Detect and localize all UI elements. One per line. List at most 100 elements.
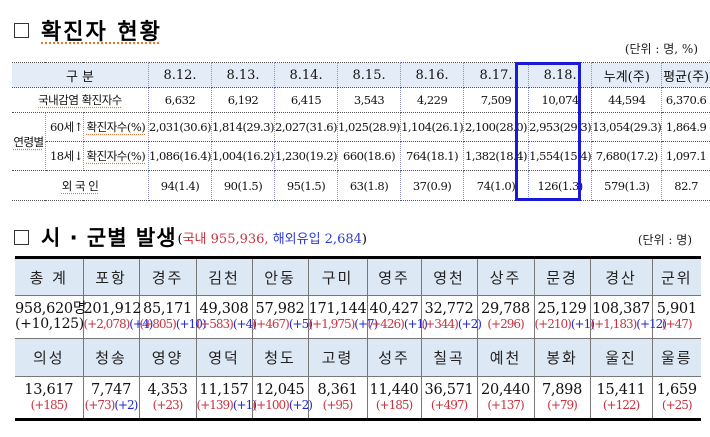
city-name: 영덕 <box>196 338 253 377</box>
new-count: (+497) <box>422 398 477 413</box>
header-date: 8.15. <box>337 62 402 88</box>
city-value-cell: 11,440 (+185) <box>367 376 422 420</box>
city-header-row-1: 총 계 포항 경주 김천 안동 구미 영주 영천 상주 문경 경산 군위 <box>15 257 701 296</box>
city-name: 의성 <box>15 338 84 377</box>
city-name: 고령 <box>308 338 368 377</box>
city-name: 영천 <box>421 257 478 296</box>
new-count: (+25) <box>653 398 702 413</box>
total-count: 36,571 <box>424 381 474 398</box>
row-group-label: 연령별 <box>12 112 46 171</box>
header-date: 8.13. <box>211 62 276 88</box>
city-name: 봉화 <box>534 338 591 377</box>
city-value-cell: 7,747 (+73)(+2) <box>83 376 140 420</box>
city-value-cell: 36,571 (+497) <box>421 376 478 420</box>
domestic-new-count: (+210) <box>534 317 572 331</box>
city-name: 울진 <box>590 338 653 377</box>
cell: 63(1.8) <box>337 170 402 201</box>
new-count: (+210)(+1) <box>534 317 595 332</box>
header-date: 8.16. <box>400 62 465 88</box>
city-value-cell: 85,171 (+805)(+10) <box>139 295 207 339</box>
row-label: 국내감염 확진자수 <box>12 87 149 113</box>
domestic-new-count: (+95) <box>322 397 354 412</box>
cell: 1,104(26.1) <box>400 112 465 142</box>
cell: 1,230(19.2) <box>274 141 339 171</box>
new-count: (+10,125) <box>15 317 84 332</box>
cell: 7,680(17.2) <box>591 141 663 171</box>
domestic-new-count: (+79) <box>547 397 578 412</box>
new-count: (+137) <box>478 398 534 413</box>
table-row-age18: 18세↓ 확진자수(%) 1,086(16.4) 1,004(16.2) 1,2… <box>12 141 710 171</box>
row-label: 확진자수(%) <box>83 112 150 142</box>
overseas-new-count: (+1) <box>232 397 257 412</box>
city-name: 청도 <box>252 338 309 377</box>
new-count: (+95) <box>309 398 367 413</box>
city-value-cell: 8,361 (+95) <box>308 376 368 420</box>
cell: 6,632 <box>148 87 213 113</box>
total-count: 7,747 <box>90 381 131 398</box>
city-value-cell: 32,772 (+344)(+2) <box>421 295 482 339</box>
new-count: (+1,975)(+7) <box>308 317 379 332</box>
city-name: 칠곡 <box>421 338 478 377</box>
row-label: 외 국 인 <box>12 170 149 201</box>
domestic-new-count: (+25) <box>661 397 693 412</box>
new-count: (+1,183)(+12) <box>591 317 667 332</box>
domestic-new-count: (+805) <box>139 317 177 331</box>
overseas-new-count: (+4) <box>232 317 257 331</box>
checkbox-icon <box>14 229 29 245</box>
cell: 13,054(29.3) <box>591 112 663 142</box>
city-cases-table: 총 계 포항 경주 김천 안동 구미 영주 영천 상주 문경 경산 군위 958,620명 (+10,1… <box>15 256 701 421</box>
overseas-new-count: (+2) <box>114 397 138 412</box>
header-date: 8.12. <box>148 62 213 88</box>
city-value-cell: 25,129 (+210)(+1) <box>534 295 595 339</box>
total-count: 7,898 <box>541 381 582 398</box>
new-count: (+467)(+5) <box>253 317 313 332</box>
row-label: 확진자수(%) <box>83 141 150 171</box>
cell: 94(1.4) <box>148 170 213 201</box>
new-count: (+47) <box>653 317 702 332</box>
overseas-new-count: (+12) <box>636 317 667 331</box>
cell: 1,382(18.4) <box>463 141 529 171</box>
city-value-cell: 108,387 (+1,183)(+12) <box>590 295 667 339</box>
city-name: 문경 <box>534 257 591 296</box>
total-count: 108,387 <box>592 301 650 317</box>
cell: 126(1.3) <box>528 170 593 201</box>
total-count: 49,308 <box>199 301 249 317</box>
header-date-highlighted: 8.18. <box>528 62 593 88</box>
total-count: 85,171 <box>143 301 192 317</box>
cell: 6,370.6 <box>661 87 710 113</box>
cell: 4,229 <box>400 87 465 113</box>
cell: 1,814(29.3) <box>211 112 276 142</box>
cell: 44,594 <box>591 87 663 113</box>
city-value-cell: 40,427 (+426)(+1) <box>367 295 428 339</box>
domestic-new-count: (+426) <box>367 317 405 331</box>
section-subtitle: (국내 955,936, 해외유입 2,684) <box>177 231 367 247</box>
total-count: 5,901 <box>656 301 697 317</box>
city-value-cell: 958,620명 (+10,125) <box>15 295 86 339</box>
cell: 1,025(28.9) <box>337 112 402 142</box>
city-value-cell: 49,308 (+583)(+4) <box>196 295 257 339</box>
cell: 1,004(16.2) <box>211 141 276 171</box>
cell: 37(0.9) <box>400 170 465 201</box>
city-name: 상주 <box>477 257 535 296</box>
table-row-foreigner: 외 국 인 94(1.4) 90(1.5) 95(1.5) 63(1.8) 37… <box>12 170 710 201</box>
total-count: 57,982 <box>255 301 305 317</box>
header-date: 8.17. <box>463 62 529 88</box>
city-value-cell: 20,440 (+137) <box>477 376 535 420</box>
cell: 3,543 <box>337 87 402 113</box>
domestic-new-count: (+1,975) <box>308 317 356 331</box>
city-name: 구미 <box>308 257 368 296</box>
table-row-domestic: 국내감염 확진자수 6,632 6,192 6,415 3,543 4,229 … <box>12 87 710 113</box>
cell: 90(1.5) <box>211 170 276 201</box>
new-count: (+139)(+1) <box>197 398 257 413</box>
new-count: (+100)(+2) <box>252 397 313 413</box>
new-count: (+185) <box>368 398 421 413</box>
overseas-new-count: (+5) <box>288 317 313 331</box>
total-count: 20,440 <box>481 381 530 398</box>
cell: 2,027(31.6) <box>274 112 339 142</box>
cell: 10,074 <box>528 87 593 113</box>
domestic-new-count: (+2,078) <box>83 317 131 331</box>
city-value-cell: 13,617 (+185) <box>15 376 84 420</box>
subtitle-overseas: 해외유입 2,684 <box>272 231 362 247</box>
age-label: 60세↑ <box>45 112 84 142</box>
domestic-new-count: (+100) <box>252 397 290 412</box>
